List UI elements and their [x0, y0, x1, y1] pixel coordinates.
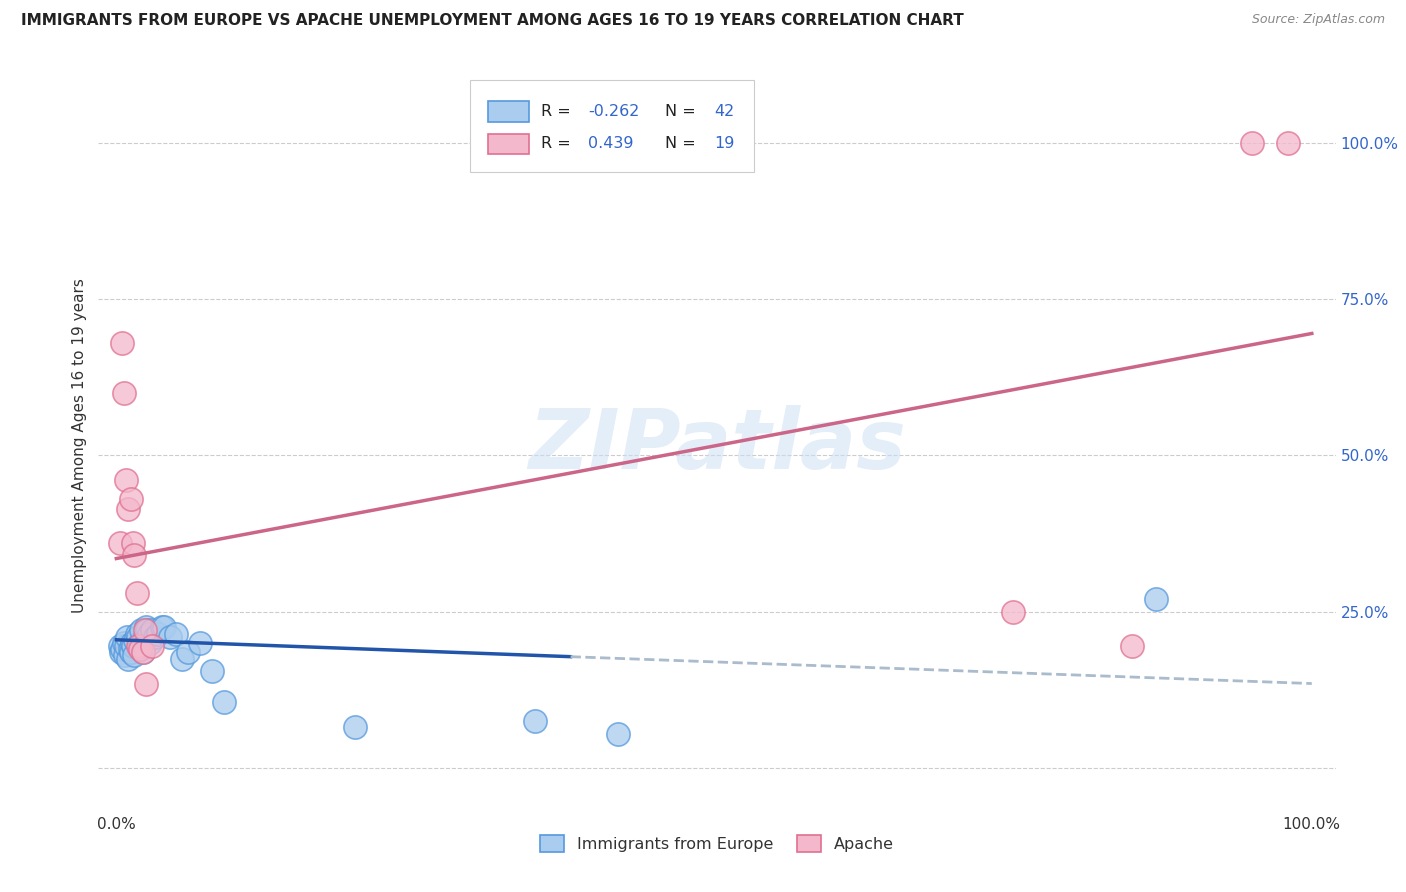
Point: [523, 714, 546, 728]
Bar: [488, 102, 529, 122]
Text: -0.262: -0.262: [588, 104, 640, 120]
Point: [108, 639, 131, 653]
Legend: Immigrants from Europe, Apache: Immigrants from Europe, Apache: [534, 829, 900, 859]
Point: [153, 620, 176, 634]
Point: [121, 636, 143, 650]
FancyBboxPatch shape: [470, 80, 754, 171]
Point: [128, 639, 150, 653]
Point: [124, 549, 146, 563]
Text: 0.439: 0.439: [588, 136, 634, 152]
Point: [1144, 592, 1167, 607]
Point: [120, 492, 142, 507]
Point: [136, 624, 159, 638]
Point: [129, 636, 152, 650]
Text: Source: ZipAtlas.com: Source: ZipAtlas.com: [1251, 13, 1385, 27]
Point: [114, 648, 136, 663]
Point: [131, 645, 153, 659]
Point: [172, 651, 194, 665]
Point: [141, 624, 163, 638]
Point: [1121, 639, 1143, 653]
Point: [117, 501, 139, 516]
Text: N =: N =: [665, 104, 702, 120]
Point: [344, 720, 367, 734]
Point: [131, 624, 153, 638]
Point: [127, 639, 149, 653]
Point: [132, 639, 155, 653]
Point: [212, 695, 235, 709]
Bar: [488, 134, 529, 154]
Point: [141, 639, 163, 653]
Point: [135, 676, 157, 690]
Y-axis label: Unemployment Among Ages 16 to 19 years: Unemployment Among Ages 16 to 19 years: [72, 278, 87, 614]
Point: [159, 630, 181, 644]
Point: [125, 626, 148, 640]
Point: [122, 639, 145, 653]
Text: ZIPatlas: ZIPatlas: [529, 406, 905, 486]
Point: [138, 626, 160, 640]
Point: [110, 645, 132, 659]
Point: [112, 636, 135, 650]
Point: [127, 630, 149, 644]
Text: R =: R =: [541, 104, 576, 120]
Point: [122, 536, 145, 550]
Text: 19: 19: [714, 136, 735, 152]
Point: [177, 645, 200, 659]
Point: [134, 630, 156, 644]
Point: [125, 586, 148, 600]
Point: [124, 632, 146, 647]
Point: [115, 630, 138, 644]
Point: [111, 642, 134, 657]
Point: [120, 645, 142, 659]
Point: [148, 626, 170, 640]
Point: [134, 624, 156, 638]
Point: [1240, 136, 1263, 150]
Point: [1277, 136, 1299, 150]
Point: [143, 630, 166, 644]
Point: [1001, 605, 1024, 619]
Point: [135, 620, 157, 634]
Point: [115, 474, 138, 488]
Point: [108, 536, 131, 550]
Text: 42: 42: [714, 104, 735, 120]
Point: [115, 639, 138, 653]
Point: [117, 651, 139, 665]
Text: IMMIGRANTS FROM EUROPE VS APACHE UNEMPLOYMENT AMONG AGES 16 TO 19 YEARS CORRELAT: IMMIGRANTS FROM EUROPE VS APACHE UNEMPLO…: [21, 13, 965, 29]
Point: [131, 645, 153, 659]
Point: [201, 664, 224, 678]
Point: [129, 642, 152, 657]
Point: [112, 385, 135, 400]
Point: [150, 620, 173, 634]
Point: [188, 636, 211, 650]
Text: N =: N =: [665, 136, 702, 152]
Point: [165, 626, 187, 640]
Point: [139, 636, 162, 650]
Text: R =: R =: [541, 136, 581, 152]
Point: [111, 335, 134, 350]
Point: [607, 726, 630, 740]
Point: [118, 642, 141, 657]
Point: [124, 648, 146, 663]
